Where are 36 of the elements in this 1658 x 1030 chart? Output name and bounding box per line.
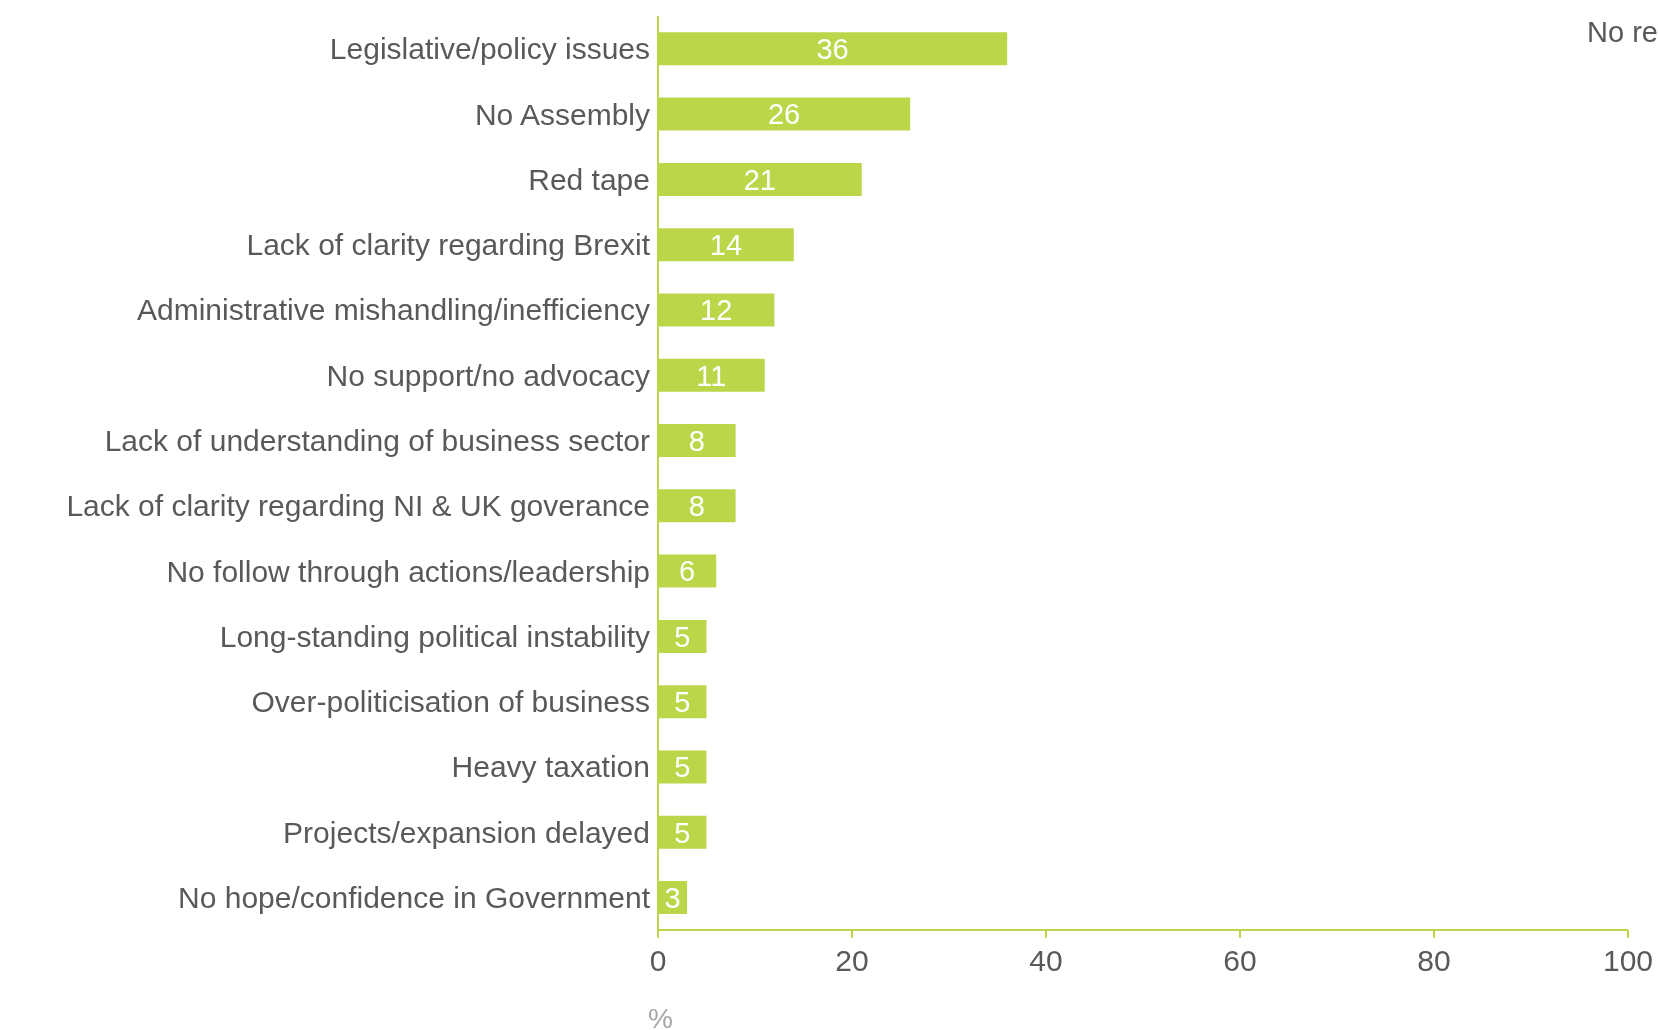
annotation: No re <box>1587 16 1658 49</box>
y-tick-label: Lack of clarity regarding Brexit <box>246 228 651 262</box>
y-tick-label: Projects/expansion delayed <box>283 815 650 849</box>
y-tick-label: Heavy taxation <box>451 750 650 784</box>
data-label: 14 <box>709 228 743 261</box>
data-label: 21 <box>743 163 776 196</box>
x-tick-label: 0 <box>649 944 667 978</box>
data-label: 36 <box>816 33 849 66</box>
y-tick-label: Lack of understanding of business sector <box>104 424 650 458</box>
y-tick-label: No support/no advocacy <box>326 358 650 392</box>
data-label: 8 <box>688 424 705 457</box>
x-tick-label: 60 <box>1223 944 1257 978</box>
data-label: 26 <box>767 98 801 131</box>
x-tick-label: 20 <box>835 944 869 978</box>
y-tick-label: Administrative mishandling/inefficiency <box>136 293 650 327</box>
data-label: 5 <box>674 620 691 653</box>
y-tick-label: No Assembly <box>474 97 650 131</box>
x-tick-label: 100 <box>1602 944 1654 978</box>
data-label: 6 <box>679 555 696 588</box>
data-label: 11 <box>696 359 727 392</box>
x-tick-label: 80 <box>1417 944 1451 978</box>
x-tick-label: 40 <box>1029 944 1063 978</box>
y-tick-label: No hope/confidence in Government <box>178 881 651 915</box>
data-label: 3 <box>664 881 681 914</box>
data-label: 5 <box>674 816 691 849</box>
data-label: 8 <box>688 490 705 523</box>
data-label: 5 <box>674 751 691 784</box>
y-tick-label: No follow through actions/leadership <box>166 554 650 588</box>
y-tick-label: Long-standing political instability <box>219 619 650 653</box>
x-axis-title: % <box>648 1003 673 1030</box>
y-tick-label: Over-politicisation of business <box>251 685 650 719</box>
data-label: 12 <box>700 294 733 327</box>
data-label: 5 <box>674 685 691 718</box>
y-tick-label: Legislative/policy issues <box>329 32 650 66</box>
y-tick-label: Red tape <box>528 162 650 196</box>
y-tick-label: Lack of clarity regarding NI & UK goverance <box>66 489 650 523</box>
